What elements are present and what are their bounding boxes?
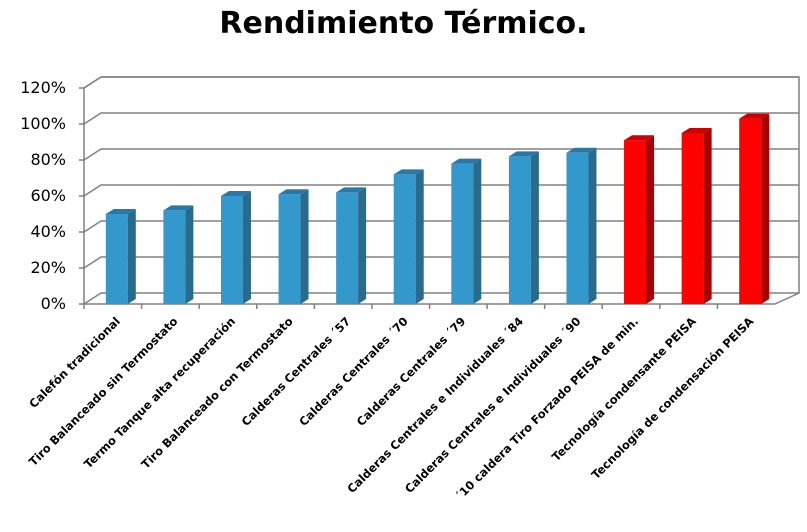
bar-top [393,169,424,175]
bar-side [185,205,194,304]
y-tick-label: 40% [30,222,66,241]
x-category-label: Calderas Centrales ´57 [239,314,354,429]
bar-side [703,128,712,304]
bar [278,189,309,304]
bar-side [415,169,424,304]
bar-side [358,187,367,304]
y-axis-ticks: 0% 20% 40% 60% 80% 100% 120% [20,78,84,313]
bar-side [300,189,309,304]
gridline [83,292,799,305]
bar-side [761,113,770,304]
gridline [83,148,799,161]
bar [508,151,539,304]
bar-front [624,140,647,304]
bar-front [163,210,186,304]
bar-top [278,189,309,195]
bar-top [739,113,770,119]
bar-front [739,118,762,304]
y-tick-label: 20% [30,258,66,277]
bar [105,209,136,304]
bar [163,205,194,304]
x-category-label: Calefón tradicional [26,314,123,411]
bar-front [508,156,531,304]
bar-front [105,214,128,304]
x-category-label: Calderas Centrales ´70 [296,314,411,429]
bar-top [566,147,597,153]
bar-front [336,192,359,304]
bar-top [624,135,655,141]
bar-side [127,209,136,304]
bar-front [393,174,416,304]
bar-front [220,196,243,304]
bar-front [566,152,589,304]
gridline [83,256,799,269]
bar-side [588,147,597,304]
bar-top [105,209,136,214]
bar [739,113,770,304]
bar-top [451,158,482,164]
bar-top [163,205,194,211]
gridline [83,112,799,125]
bar [681,128,712,304]
bar [220,191,251,304]
bar-front [278,194,301,304]
bar [393,169,424,304]
bar-top [336,187,367,193]
x-category-label: Calderas Centrales ´79 [354,314,469,429]
bar [451,158,482,304]
bar-front [681,133,704,304]
bar [566,147,597,304]
chart-title: Rendimiento Térmico. [219,6,588,41]
bar [624,135,655,304]
bar [336,187,367,304]
bar-top [508,151,539,157]
y-tick-label: 80% [30,150,66,169]
bar-side [530,151,539,304]
bar-front [451,163,474,304]
gridline [83,184,799,197]
y-tick-label: 120% [20,78,66,97]
y-tick-label: 60% [30,186,66,205]
gridline [83,220,799,233]
bar-top [220,191,251,196]
y-tick-label: 0% [41,294,66,313]
y-tick-label: 100% [20,114,66,133]
bar-side [473,158,482,304]
bars-layer [105,113,770,304]
bar-top [681,128,712,133]
bar-side [646,135,655,304]
gridline [83,76,799,89]
bar-side [242,191,251,304]
